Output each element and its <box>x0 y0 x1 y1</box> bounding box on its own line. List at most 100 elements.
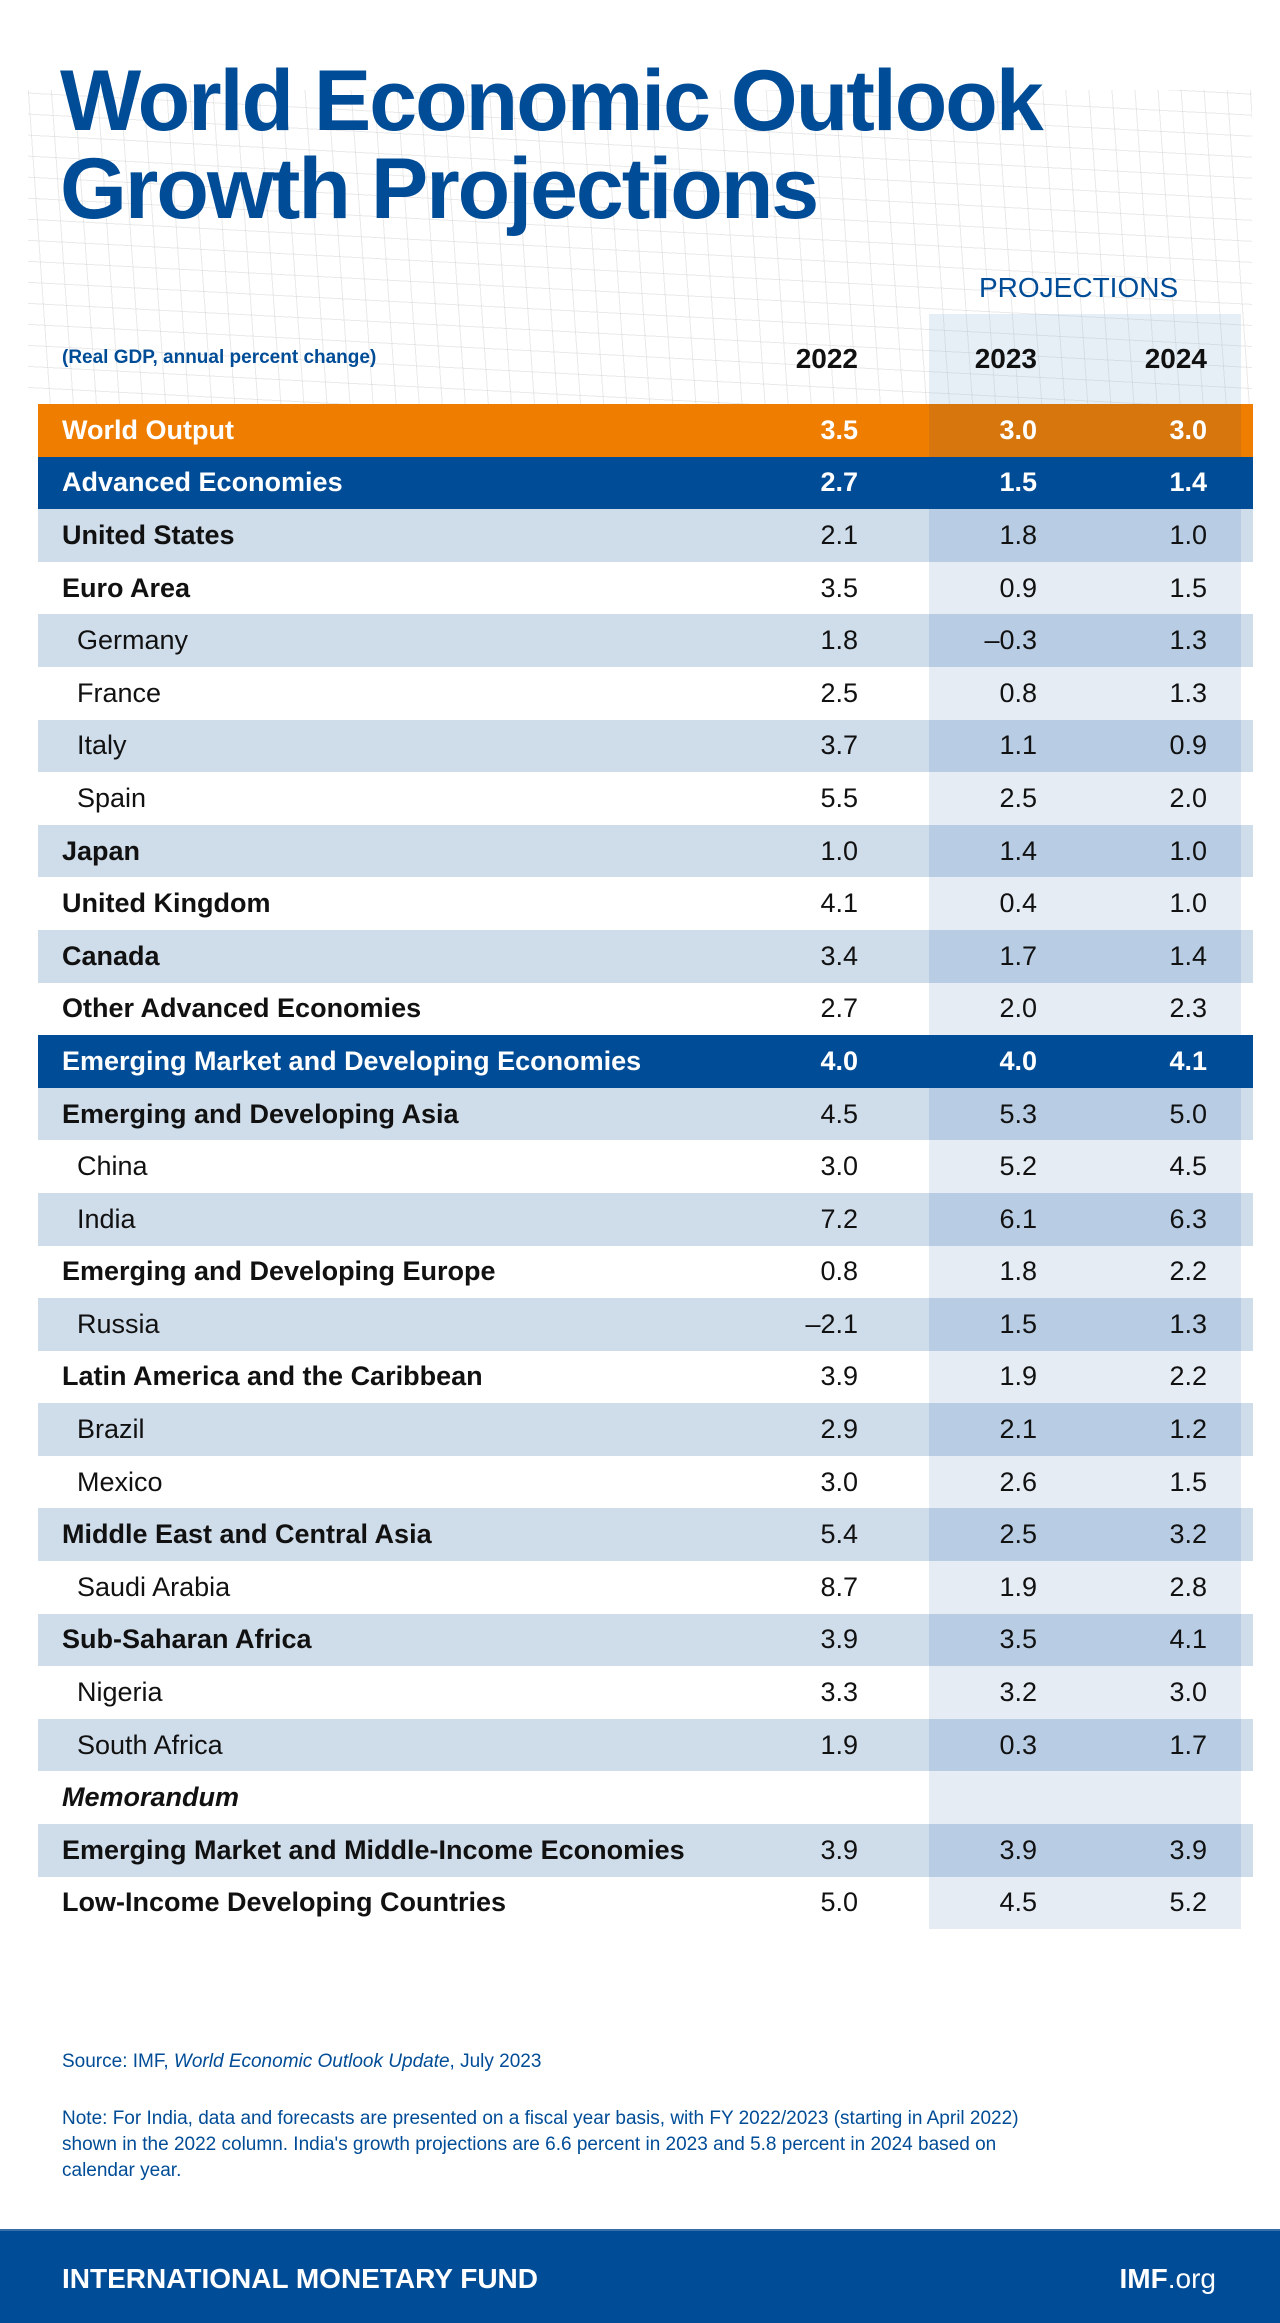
table-row: India 7.2 6.1 6.3 <box>38 1192 1253 1246</box>
value-2024: 2.2 <box>1169 1256 1207 1287</box>
table-row: Euro Area 3.5 0.9 1.5 <box>38 561 1253 615</box>
table-row: Spain 5.5 2.5 2.0 <box>38 772 1253 825</box>
table-row: Emerging Market and Developing Economies… <box>38 1035 1253 1088</box>
projection-cell-shade <box>929 877 1241 930</box>
value-2024: 1.4 <box>1169 467 1207 498</box>
value-2023: 6.1 <box>999 1203 1037 1234</box>
site-link[interactable]: IMF.org <box>1120 2263 1216 2295</box>
value-2024: 2.8 <box>1169 1571 1207 1602</box>
row-label: Memorandum <box>62 1782 240 1813</box>
value-2023: 2.0 <box>999 993 1037 1024</box>
row-label: Emerging and Developing Asia <box>62 1098 459 1129</box>
projection-cell-shade <box>929 509 1241 562</box>
projection-cell-shade <box>929 1876 1241 1930</box>
value-2022: 4.1 <box>820 888 858 919</box>
table-row: Latin America and the Caribbean 3.9 1.9 2.2 <box>38 1350 1253 1404</box>
projection-cell-shade <box>929 1718 1241 1772</box>
value-2024: 5.2 <box>1169 1887 1207 1918</box>
row-label: Middle East and Central Asia <box>62 1519 432 1550</box>
source-prefix: Source: IMF, <box>62 2051 174 2072</box>
value-2023: 2.5 <box>999 1519 1037 1550</box>
projection-cell-shade <box>929 719 1241 773</box>
table-row: Advanced Economies 2.7 1.5 1.4 <box>38 456 1253 510</box>
table-row: South Africa 1.9 0.3 1.7 <box>38 1718 1253 1772</box>
table-row: Memorandum <box>38 1771 1253 1825</box>
source-suffix: , July 2023 <box>449 2051 542 2072</box>
projection-cell-shade <box>929 1192 1241 1246</box>
row-label: Mexico <box>77 1466 163 1497</box>
value-2022: 1.9 <box>820 1729 858 1760</box>
row-label: Euro Area <box>62 572 191 603</box>
footnote: Note: For India, data and forecasts are … <box>62 2108 1019 2181</box>
value-2023: 0.3 <box>999 1729 1037 1760</box>
table-row: Emerging and Developing Asia 4.5 5.3 5.0 <box>38 1087 1253 1141</box>
row-label: France <box>77 677 162 708</box>
projection-cell-shade <box>929 1824 1241 1877</box>
background-mesh-pattern <box>28 90 1252 408</box>
table-row: Other Advanced Economies 2.7 2.0 2.3 <box>38 982 1253 1036</box>
page-title-line1: World Economic Outlook <box>60 53 1044 149</box>
table-row: Canada 3.4 1.7 1.4 <box>38 929 1253 983</box>
value-2022: 2.9 <box>820 1414 858 1445</box>
projection-cell-shade <box>929 824 1241 878</box>
value-2022: 3.7 <box>820 730 858 761</box>
row-label: Advanced Economies <box>62 467 343 498</box>
value-2023: 2.1 <box>999 1414 1037 1445</box>
value-2024: 5.0 <box>1169 1098 1207 1129</box>
value-2023: –0.3 <box>984 625 1037 656</box>
growth-table: World Output 3.5 3.0 3.0 Advanced Economies 2… <box>38 404 1253 1930</box>
projection-cell-shade <box>929 1666 1241 1719</box>
value-2022: 2.1 <box>820 519 858 550</box>
value-2022: –2.1 <box>805 1308 858 1339</box>
row-label: China <box>77 1151 148 1182</box>
value-2024: 1.3 <box>1169 677 1207 708</box>
table-row: Saudi Arabia 8.7 1.9 2.8 <box>38 1561 1253 1614</box>
year-header-2022: 2022 <box>795 343 858 374</box>
value-2022: 1.0 <box>820 835 858 866</box>
value-2023: 0.9 <box>999 572 1037 603</box>
row-label: United Kingdom <box>62 888 271 919</box>
value-2023: 0.8 <box>999 677 1037 708</box>
year-header-2023: 2023 <box>974 343 1037 374</box>
projection-cell-shade <box>929 404 1241 457</box>
value-2023: 5.3 <box>999 1098 1037 1129</box>
value-2024: 3.0 <box>1169 414 1207 445</box>
row-label: Saudi Arabia <box>77 1571 231 1602</box>
projection-cell-shade <box>929 1298 1241 1351</box>
projection-cell-shade <box>929 666 1241 720</box>
value-2022: 3.9 <box>820 1834 858 1865</box>
value-2023: 1.9 <box>999 1361 1037 1392</box>
value-2022: 3.9 <box>820 1361 858 1392</box>
value-2024: 1.7 <box>1169 1729 1207 1760</box>
value-2022: 0.8 <box>820 1256 858 1287</box>
table-row: Brazil 2.9 2.1 1.2 <box>38 1403 1253 1456</box>
value-2022: 3.0 <box>820 1151 858 1182</box>
value-2023: 1.4 <box>999 835 1037 866</box>
row-label: Emerging Market and Middle-Income Econom… <box>62 1834 685 1865</box>
value-2024: 4.1 <box>1169 1045 1207 1076</box>
projection-cell-shade <box>929 1561 1241 1614</box>
value-2024: 6.3 <box>1169 1203 1207 1234</box>
row-label: Canada <box>62 940 160 971</box>
value-2023: 5.2 <box>999 1151 1037 1182</box>
value-2024: 1.5 <box>1169 1466 1207 1497</box>
row-label: Spain <box>77 782 147 813</box>
value-2023: 0.4 <box>999 888 1037 919</box>
projections-label: PROJECTIONS <box>979 272 1179 303</box>
value-2023: 1.1 <box>999 730 1037 761</box>
value-2022: 8.7 <box>820 1571 858 1602</box>
value-2023: 3.9 <box>999 1834 1037 1865</box>
value-2024: 3.9 <box>1169 1834 1207 1865</box>
value-2022: 5.0 <box>820 1887 858 1918</box>
row-label: Emerging Market and Developing Economies <box>62 1045 642 1076</box>
site-bold: IMF <box>1119 2263 1168 2294</box>
value-2024: 1.0 <box>1169 519 1207 550</box>
row-label: South Africa <box>77 1729 223 1760</box>
value-2023: 1.8 <box>999 1256 1037 1287</box>
value-2022: 3.5 <box>820 572 858 603</box>
table-row: Italy 3.7 1.1 0.9 <box>38 719 1253 773</box>
projection-cell-shade <box>929 1350 1241 1404</box>
table-row: World Output 3.5 3.0 3.0 <box>38 404 1253 457</box>
value-2022: 3.5 <box>820 414 858 445</box>
value-2023: 1.5 <box>999 1308 1037 1339</box>
